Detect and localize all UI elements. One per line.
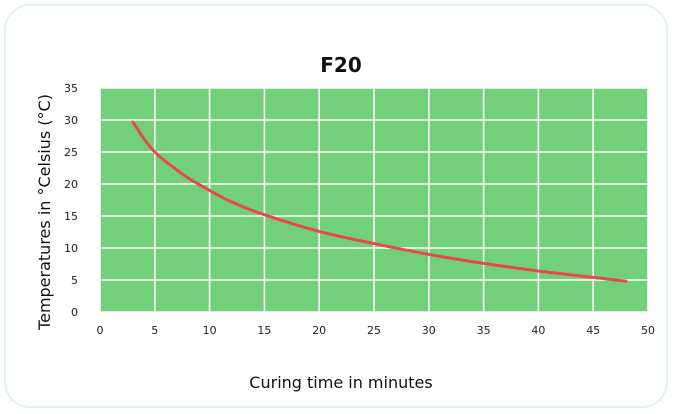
y-tick-label: 10 xyxy=(64,242,78,255)
plot-area: 0 5 10 15 20 25 30 35 40 45 50 0 5 10 15 20 25 30 35 xyxy=(64,82,655,337)
x-tick-label: 50 xyxy=(641,324,655,337)
x-tick-label: 20 xyxy=(312,324,326,337)
x-tick-label: 45 xyxy=(586,324,600,337)
x-tick-label: 25 xyxy=(367,324,381,337)
x-tick-label: 5 xyxy=(151,324,158,337)
x-tick-label: 0 xyxy=(97,324,104,337)
x-axis-label: Curing time in minutes xyxy=(249,373,432,392)
chart-title: F20 xyxy=(320,53,362,77)
temperature-curve-line xyxy=(131,120,628,283)
x-tick-label: 35 xyxy=(477,324,491,337)
y-tick-label: 0 xyxy=(71,306,78,319)
y-tick-label: 5 xyxy=(71,274,78,287)
x-tick-label: 30 xyxy=(422,324,436,337)
y-tick-label: 30 xyxy=(64,114,78,127)
x-tick-label: 15 xyxy=(257,324,271,337)
y-tick-label: 35 xyxy=(64,82,78,95)
y-tick-label: 15 xyxy=(64,210,78,223)
x-tick-label: 40 xyxy=(531,324,545,337)
y-axis-label: Temperatures in °Celsius (°C) xyxy=(35,94,54,331)
x-tick-label: 10 xyxy=(203,324,217,337)
y-tick-label: 25 xyxy=(64,146,78,159)
y-tick-label: 20 xyxy=(64,178,78,191)
